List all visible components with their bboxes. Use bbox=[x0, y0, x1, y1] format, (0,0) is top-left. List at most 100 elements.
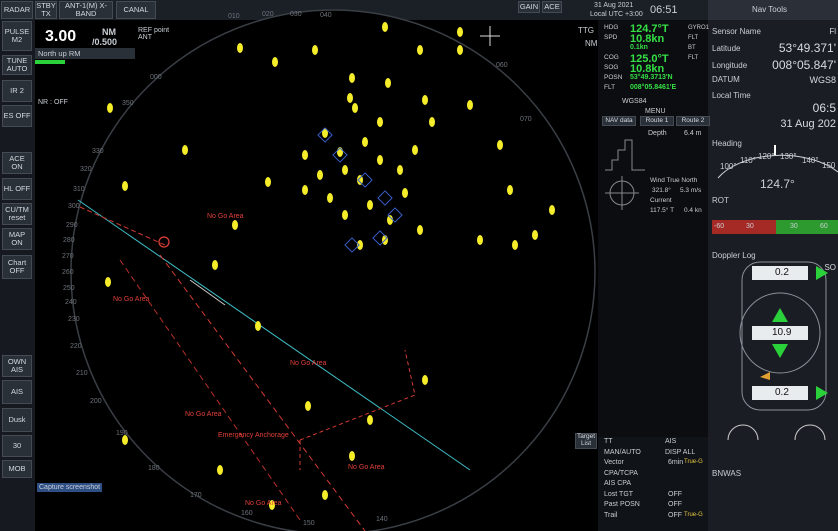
depth-label: Depth bbox=[648, 130, 667, 137]
target-menu-item[interactable]: MAN/AUTO bbox=[604, 449, 641, 456]
nav-tab[interactable]: Route 2 bbox=[676, 116, 710, 126]
own-ship-source: GYRO1 bbox=[688, 25, 709, 31]
radar-echo bbox=[385, 78, 391, 88]
own-ship-source: FLT bbox=[688, 35, 698, 41]
bearing-label: 020 bbox=[262, 11, 274, 18]
left-button[interactable]: Chart OFF bbox=[2, 255, 32, 279]
radar-echo bbox=[367, 200, 373, 210]
left-button[interactable]: IR 2 bbox=[2, 80, 32, 102]
area-label: No Go Area bbox=[185, 411, 222, 418]
target-menu-item[interactable]: Past POSN bbox=[604, 501, 640, 508]
area-label: No Go Area bbox=[290, 360, 327, 367]
lon-label: Longitude bbox=[712, 62, 747, 70]
range-rings: /0.500 bbox=[92, 38, 117, 47]
left-button[interactable]: MAP ON bbox=[2, 228, 32, 250]
target-menu-value[interactable]: OFF bbox=[668, 501, 682, 508]
target-menu-value[interactable]: DISP ALL bbox=[665, 449, 695, 456]
target-menu-value[interactable]: OFF bbox=[668, 512, 682, 519]
radar-echo bbox=[402, 188, 408, 198]
rot-bar-stbd bbox=[776, 220, 838, 234]
current-dir: 117.5° T bbox=[650, 208, 674, 215]
bearing-label: 330 bbox=[92, 148, 104, 155]
left-button[interactable]: MOB bbox=[2, 460, 32, 478]
rot-tick: 30 bbox=[746, 223, 754, 230]
target-menu-item[interactable]: Lost TGT bbox=[604, 491, 633, 498]
range-unit: NM bbox=[102, 28, 116, 37]
left-button[interactable]: 30 bbox=[2, 435, 32, 457]
heading-tick: 100° bbox=[720, 163, 737, 171]
bearing-label: 310 bbox=[73, 186, 85, 193]
local-date: 31 Aug 202 bbox=[780, 119, 836, 130]
ttg-label: TTG bbox=[578, 27, 594, 35]
own-ship-source: FLT bbox=[688, 55, 698, 61]
target-menu-mode: True-G bbox=[684, 459, 703, 465]
radar-echo bbox=[457, 45, 463, 55]
mode[interactable]: North up RM bbox=[38, 50, 81, 58]
radar-echo bbox=[349, 451, 355, 461]
nav-tab[interactable]: Route 1 bbox=[640, 116, 674, 126]
target-menu-item[interactable]: TT bbox=[604, 438, 613, 445]
left-button[interactable]: ACE ON bbox=[2, 152, 32, 174]
radar-echo bbox=[232, 220, 238, 230]
wind-label: Wind True North bbox=[650, 178, 697, 185]
radar-echo bbox=[265, 177, 271, 187]
own-ship-source: BT bbox=[688, 45, 696, 51]
left-button[interactable]: Dusk bbox=[2, 408, 32, 432]
menu[interactable]: MENU bbox=[645, 108, 666, 115]
target-menu-item[interactable]: Trail bbox=[604, 512, 617, 519]
nav-tab[interactable]: NAV data bbox=[602, 116, 636, 126]
radar-echo bbox=[357, 240, 363, 250]
bearing-label: 250 bbox=[63, 285, 75, 292]
radar-echo bbox=[349, 73, 355, 83]
bearing-label: 170 bbox=[190, 492, 202, 499]
heading-tick: 140° bbox=[802, 157, 819, 165]
radar-echo bbox=[342, 210, 348, 220]
left-button[interactable]: OWN AIS bbox=[2, 355, 32, 377]
heading-label: Heading bbox=[712, 140, 742, 148]
rot-label: ROT bbox=[712, 197, 729, 205]
target-list-button[interactable]: Target List bbox=[575, 433, 597, 449]
sensor-label: Sensor Name bbox=[712, 28, 761, 36]
doppler-value: 10.9 bbox=[772, 328, 791, 338]
lon: 008°05.847' bbox=[772, 59, 836, 71]
left-button[interactable]: AIS bbox=[2, 380, 32, 404]
radar-echo bbox=[512, 240, 518, 250]
target-menu-item[interactable]: AIS CPA bbox=[604, 480, 631, 487]
target-menu-value[interactable]: OFF bbox=[668, 491, 682, 498]
ace-button[interactable]: ACE bbox=[542, 1, 562, 13]
radar-echo bbox=[362, 137, 368, 147]
target-menu-value[interactable]: 6min bbox=[668, 459, 683, 466]
gain-button[interactable]: GAIN bbox=[518, 1, 540, 13]
left-button[interactable]: TUNE AUTO bbox=[2, 55, 32, 75]
capture[interactable]: Capture screenshot bbox=[37, 483, 102, 492]
bearing-label: 230 bbox=[68, 316, 80, 323]
bearing-label: 270 bbox=[62, 253, 74, 260]
radar-button[interactable]: RADAR bbox=[1, 1, 33, 19]
target-menu-item[interactable]: CPA/TCPA bbox=[604, 470, 638, 477]
left-button[interactable]: HL OFF bbox=[2, 178, 32, 200]
rot-tick: 60 bbox=[820, 223, 828, 230]
bearing-label: 320 bbox=[80, 166, 92, 173]
bearing-label: 180 bbox=[148, 465, 160, 472]
antenna-button[interactable]: ANT-1(M) X-BAND bbox=[59, 1, 113, 19]
bearing-label: 190 bbox=[116, 430, 128, 437]
radar-echo bbox=[429, 117, 435, 127]
left-button[interactable]: PULSE M2 bbox=[2, 21, 32, 51]
own-ship-label: COG bbox=[604, 55, 619, 62]
wind-dir: 321.8° bbox=[652, 188, 671, 195]
bearing-label: 350 bbox=[122, 100, 134, 107]
left-button[interactable]: ES OFF bbox=[2, 105, 32, 127]
date: 31 Aug 2021 bbox=[594, 2, 633, 9]
target-menu-value[interactable]: AIS bbox=[665, 438, 676, 445]
left-button[interactable]: CU/TM reset bbox=[2, 203, 32, 225]
target-menu-item[interactable]: Vector bbox=[604, 459, 624, 466]
canal-button[interactable]: CANAL bbox=[116, 1, 156, 19]
radar-echo bbox=[255, 321, 261, 331]
radar-echo bbox=[182, 145, 188, 155]
stby-button[interactable]: STBY TX bbox=[35, 1, 57, 19]
wind-speed: 5.3 m/s bbox=[680, 188, 701, 195]
radar-echo bbox=[467, 100, 473, 110]
heading-tick: 110° bbox=[740, 157, 756, 165]
tune-bar bbox=[35, 60, 65, 64]
radar-echo bbox=[322, 490, 328, 500]
